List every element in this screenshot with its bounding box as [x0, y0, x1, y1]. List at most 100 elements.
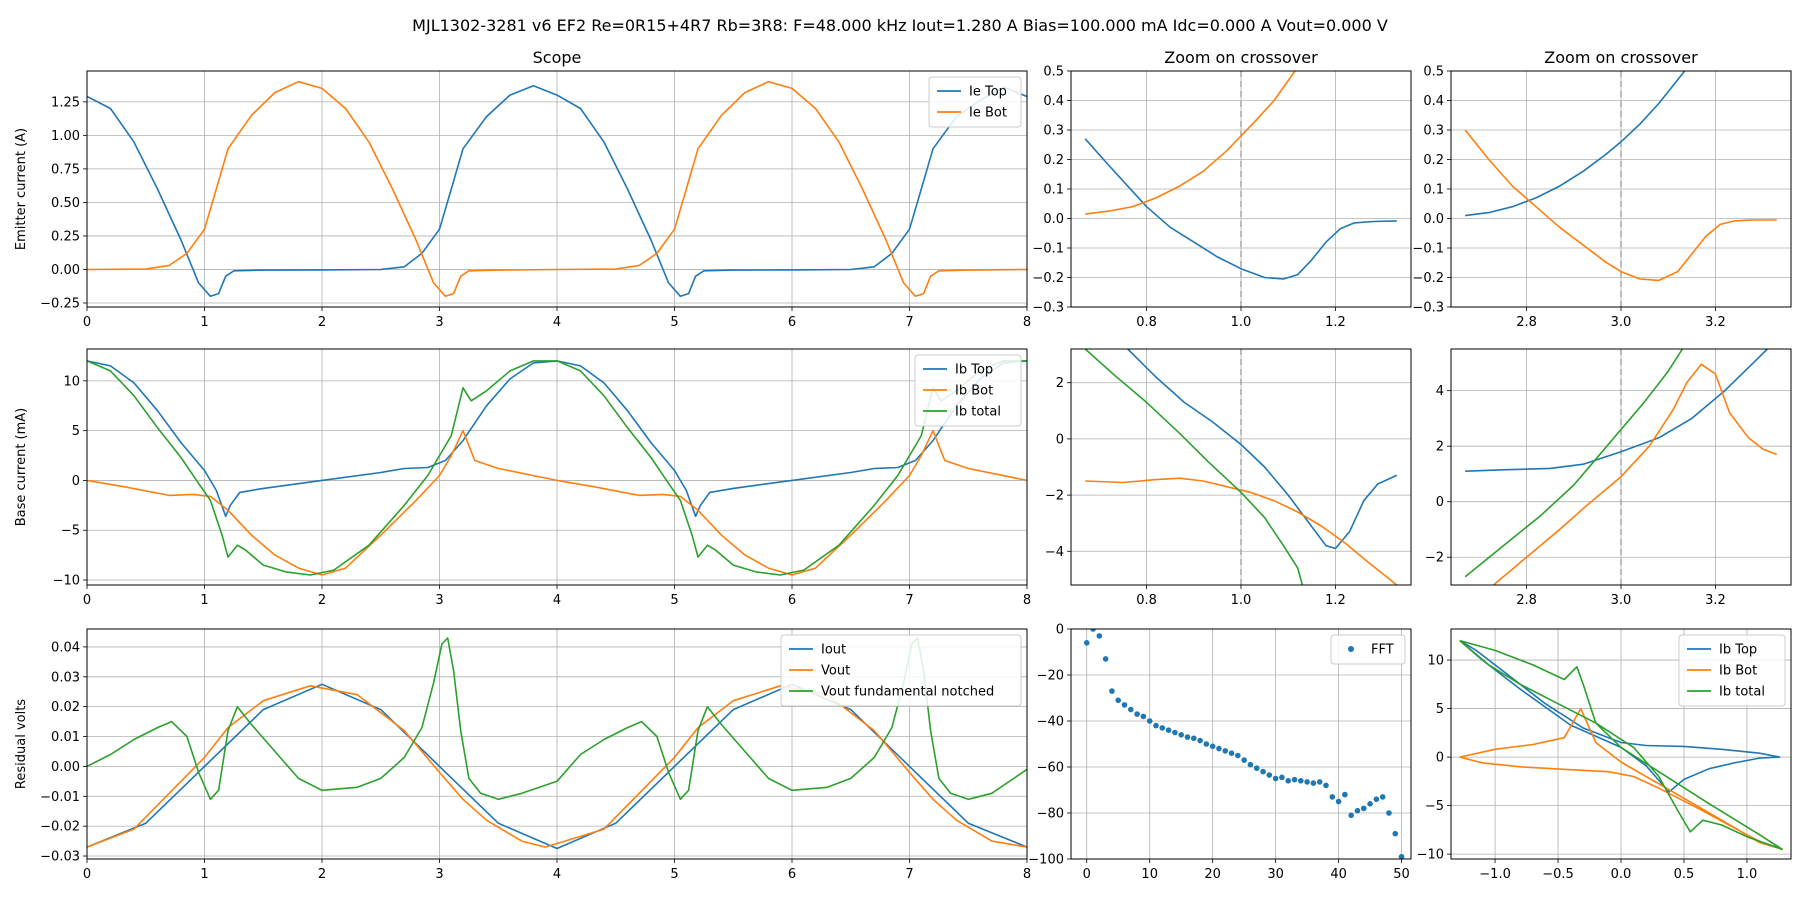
x-tick-label: 2 — [318, 315, 326, 330]
x-tick-label: 0.0 — [1611, 867, 1632, 882]
x-tick-label: 3.2 — [1705, 593, 1726, 608]
y-tick-label: −2 — [1425, 551, 1444, 566]
fft-point — [1222, 748, 1229, 754]
series-line-ib-bot — [87, 429, 1027, 576]
y-tick-label: −100 — [1028, 853, 1064, 868]
x-tick-label: 6 — [788, 867, 796, 882]
y-tick-label: 0.5 — [1423, 65, 1444, 80]
y-tick-label: 4 — [1436, 384, 1444, 399]
x-tick-label: 10 — [1141, 867, 1158, 882]
fft-point — [1096, 633, 1103, 639]
fft-point — [1115, 697, 1122, 704]
x-tick-label: 1 — [200, 593, 208, 608]
x-tick-label: 8 — [1023, 593, 1031, 608]
legend-label: Ib total — [955, 405, 1001, 420]
x-tick-label: 2.8 — [1516, 593, 1537, 608]
x-tick-label: 30 — [1267, 867, 1284, 882]
x-tick-label: 4 — [553, 315, 561, 330]
x-tick-label: 8 — [1023, 867, 1031, 882]
fft-point — [1348, 812, 1354, 819]
y-tick-label: 0.75 — [51, 162, 80, 177]
zoom-base-2-panel: 2.8 3.0 3.2 −2 0 2 4 — [1425, 348, 1792, 608]
fft-point — [1379, 794, 1386, 800]
series-line-ib-total — [1464, 349, 1684, 578]
y-tick-label: 0.00 — [51, 760, 80, 775]
y-tick-label: 0.1 — [1043, 183, 1064, 198]
fft-point — [1178, 732, 1184, 738]
x-tick-label: 8 — [1023, 315, 1031, 330]
axes-frame — [86, 628, 1028, 860]
x-tick-label: 3 — [435, 315, 443, 330]
x-tick-label: 0.5 — [1674, 867, 1695, 882]
fft-point — [1285, 778, 1292, 784]
legend: Iout Vout Vout fundamental notched — [780, 634, 1022, 707]
fft-point — [1090, 629, 1096, 632]
x-tick-label: 1.0 — [1231, 593, 1252, 608]
scope-residual-panel: 0 1 2 3 4 5 6 7 8 −0.03 −0.02 −0.01 0.00 0.01 0.02 0.03… — [14, 628, 1031, 882]
fft-point — [1146, 718, 1153, 724]
y-tick-label: −10 — [53, 574, 80, 589]
y-tick-label: −2 — [1045, 489, 1064, 504]
legend: Ie Top Ie Bot — [928, 76, 1022, 128]
x-tick-label: 0 — [83, 593, 91, 608]
series-line-ib-top — [1127, 349, 1398, 550]
y-tick-label: 1.25 — [51, 95, 80, 110]
y-tick-label: 0.03 — [51, 670, 80, 685]
x-tick-label: 3.2 — [1705, 315, 1726, 330]
y-tick-label: 0.25 — [51, 229, 80, 244]
y-tick-label: 0.02 — [51, 700, 80, 715]
x-tick-label: 0.8 — [1136, 593, 1157, 608]
fft-point — [1342, 791, 1348, 798]
zoom-base-1-panel: 0.8 1.0 1.2 −4 −2 0 2 — [1045, 348, 1412, 608]
fft-point — [1172, 729, 1178, 736]
y-tick-label: 10 — [1427, 654, 1444, 669]
y-tick-label: 0.2 — [1043, 153, 1064, 168]
fft-point — [1153, 722, 1159, 729]
y-tick-label: 0 — [1056, 623, 1064, 638]
x-tick-label: 1.0 — [1737, 867, 1758, 882]
y-tick-label: 2 — [1436, 440, 1444, 455]
y-tick-label: −0.2 — [1032, 271, 1064, 286]
legend-label: Ib Bot — [1719, 664, 1757, 679]
y-tick-label: −5 — [61, 524, 80, 539]
x-tick-label: 6 — [788, 315, 796, 330]
x-tick-label: 1.2 — [1325, 315, 1346, 330]
fft-point — [1386, 810, 1392, 816]
fft-point — [1354, 807, 1361, 814]
x-tick-label: 5 — [670, 593, 678, 608]
y-tick-label: 0.00 — [51, 263, 80, 278]
y-tick-label: −5 — [1425, 799, 1444, 814]
x-tick-label: 1 — [200, 315, 208, 330]
x-tick-label: 0 — [83, 315, 91, 330]
y-tick-label: −0.2 — [1412, 271, 1444, 286]
legend: FFT — [1330, 634, 1406, 665]
legend-box — [1678, 634, 1786, 707]
legend-label: FFT — [1371, 643, 1394, 658]
y-tick-label: 2 — [1056, 376, 1064, 391]
axes-frame — [1070, 628, 1412, 860]
fft-point — [1272, 775, 1279, 782]
y-tick-label: −10 — [1417, 848, 1444, 863]
y-axis-label: Residual volts — [14, 699, 29, 789]
series-line-ib-bot — [1492, 363, 1778, 585]
x-tick-label: 2 — [318, 867, 326, 882]
y-tick-label: −0.1 — [1412, 242, 1444, 257]
series-line-ib-bot — [1085, 477, 1398, 585]
fft-point — [1109, 688, 1115, 694]
y-tick-label: −0.3 — [1032, 301, 1064, 316]
x-tick-label: 5 — [670, 315, 678, 330]
fft-point — [1253, 765, 1260, 771]
fft-point — [1159, 725, 1166, 731]
fft-point — [1121, 702, 1128, 708]
y-tick-label: 10 — [63, 374, 80, 389]
legend-label: Ib total — [1719, 685, 1765, 700]
x-tick-label: 0.8 — [1136, 315, 1157, 330]
y-tick-label: 0.4 — [1423, 94, 1444, 109]
fft-point — [1316, 779, 1323, 785]
y-tick-label: −0.01 — [40, 790, 80, 805]
fft-point — [1335, 798, 1342, 805]
x-tick-label: 7 — [905, 867, 913, 882]
legend-label: Iout — [821, 643, 846, 658]
fft-point — [1279, 774, 1285, 781]
